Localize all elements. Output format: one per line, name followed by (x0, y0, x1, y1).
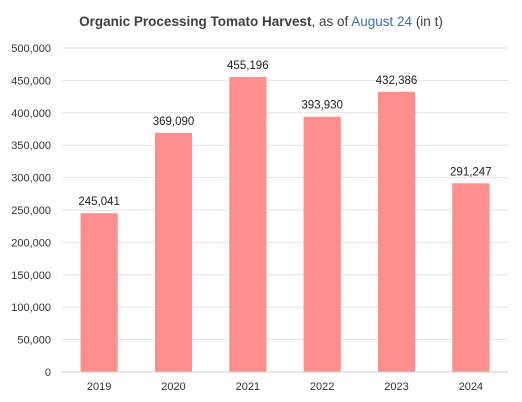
y-tick-label: 450,000 (11, 75, 51, 87)
y-tick-label: 100,000 (11, 302, 51, 314)
y-tick-label: 400,000 (11, 108, 51, 120)
x-tick-label-2024: 2024 (459, 381, 483, 393)
y-tick-label: 50,000 (17, 335, 51, 347)
chart-title-part: August 24 (351, 14, 412, 29)
x-tick-label-2020: 2020 (161, 381, 185, 393)
y-tick-label: 250,000 (11, 205, 51, 217)
data-label-2023: 432,386 (376, 75, 418, 87)
bars (80, 77, 490, 372)
bar-2021 (229, 77, 267, 372)
bar-2020 (154, 132, 193, 372)
x-tick-label-2019: 2019 (87, 381, 111, 393)
chart-title: Organic Processing Tomato Harvest, as of… (79, 14, 443, 29)
y-tick-label: 300,000 (11, 173, 51, 185)
y-tick-label: 150,000 (11, 270, 51, 282)
x-tick-label-2022: 2022 (310, 381, 334, 393)
data-label-2021: 455,196 (227, 60, 269, 72)
gridlines (62, 47, 508, 341)
data-label-2020: 369,090 (153, 116, 195, 128)
chart-title-part: , as of (311, 14, 351, 29)
y-tick-label: 350,000 (11, 140, 51, 152)
x-axis-tick-labels: 2019 2020 2021 2022 2023 2024 (87, 381, 483, 393)
data-label-2024: 291,247 (450, 166, 492, 178)
data-label-2019: 245,041 (78, 196, 120, 208)
x-tick-label-2021: 2021 (236, 381, 260, 393)
bar-2019 (80, 213, 118, 372)
y-tick-label: 500,000 (11, 43, 51, 55)
data-label-2022: 393,930 (301, 100, 343, 112)
bar-2023 (377, 91, 416, 372)
data-labels: 245,041 369,090 455,196 393,930 432,386 291,2… (78, 60, 491, 208)
bar-2022 (303, 116, 341, 372)
x-tick-label-2023: 2023 (384, 381, 408, 393)
chart-title-part: (in t) (412, 14, 443, 29)
chart-title-part: Organic Processing Tomato Harvest (79, 14, 312, 29)
y-axis-tick-labels: 0 50,000 100,000 150,000 200,000 250,000 300,0… (11, 43, 51, 379)
y-tick-label: 200,000 (11, 237, 51, 249)
y-tick-label: 0 (45, 367, 51, 379)
bar-2024 (452, 183, 490, 372)
